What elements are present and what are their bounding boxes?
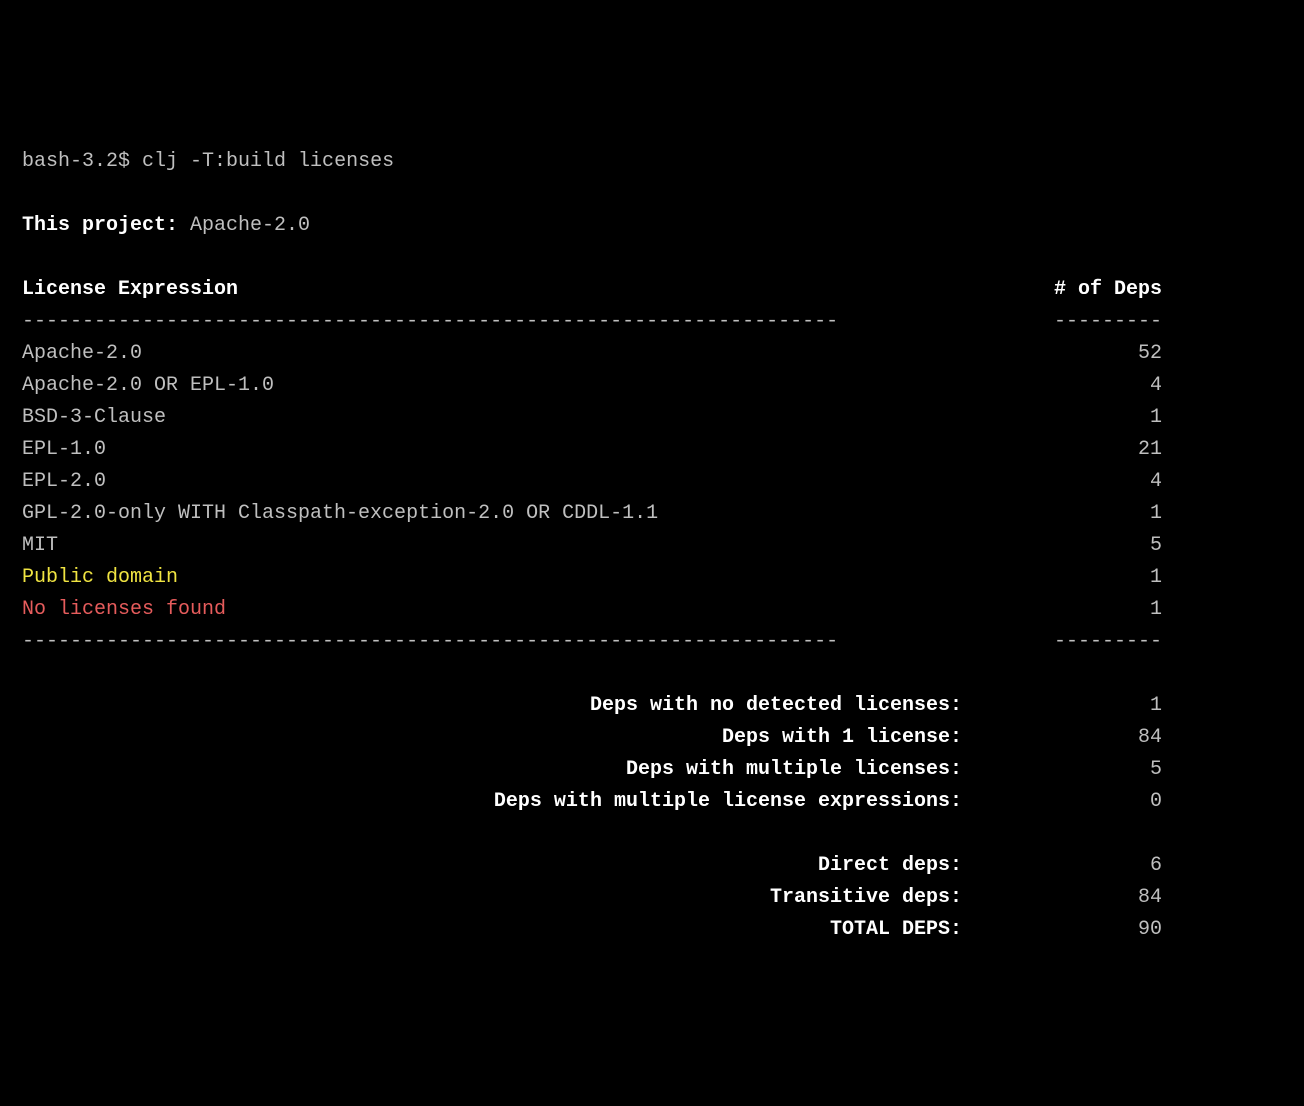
summary-label: Direct deps:: [22, 850, 962, 882]
license-name: No licenses found: [22, 594, 962, 626]
summary-label: TOTAL DEPS:: [22, 914, 962, 946]
license-name: BSD-3-Clause: [22, 402, 962, 434]
summary-value: 84: [962, 722, 1162, 754]
summary-row: Deps with multiple licenses:5: [22, 754, 1282, 786]
license-count: 1: [962, 594, 1162, 626]
summary-value: 5: [962, 754, 1162, 786]
project-license: Apache-2.0: [190, 210, 310, 242]
summary-row: Direct deps:6: [22, 850, 1282, 882]
summary-label: Deps with no detected licenses:: [22, 690, 962, 722]
summary-value: 90: [962, 914, 1162, 946]
rule-left: ----------------------------------------…: [22, 626, 962, 658]
table-header: License Expression# of Deps: [22, 274, 1282, 306]
blank-line: [22, 658, 1282, 690]
table-rule-bottom: ----------------------------------------…: [22, 626, 1282, 658]
shell-prompt: bash-3.2$: [22, 146, 142, 178]
license-count: 1: [962, 402, 1162, 434]
table-row: Apache-2.0 OR EPL-1.04: [22, 370, 1282, 402]
license-name: GPL-2.0-only WITH Classpath-exception-2.…: [22, 498, 962, 530]
summary-value: 1: [962, 690, 1162, 722]
header-col-deps: # of Deps: [962, 274, 1162, 306]
project-label: This project:: [22, 210, 190, 242]
blank-line: [22, 242, 1282, 274]
table-row: GPL-2.0-only WITH Classpath-exception-2.…: [22, 498, 1282, 530]
summary-row: Deps with 1 license:84: [22, 722, 1282, 754]
license-count: 5: [962, 530, 1162, 562]
blank-line: [22, 818, 1282, 850]
license-count: 4: [962, 370, 1162, 402]
summary-value: 84: [962, 882, 1162, 914]
header-col-license: License Expression: [22, 274, 962, 306]
license-name: Apache-2.0: [22, 338, 962, 370]
table-rule-top: ----------------------------------------…: [22, 306, 1282, 338]
table-row: Public domain1: [22, 562, 1282, 594]
blank-line: [22, 178, 1282, 210]
summary-label: Deps with multiple licenses:: [22, 754, 962, 786]
license-name: Apache-2.0 OR EPL-1.0: [22, 370, 962, 402]
table-row: EPL-2.04: [22, 466, 1282, 498]
table-row: EPL-1.021: [22, 434, 1282, 466]
license-name: EPL-1.0: [22, 434, 962, 466]
summary-row: Deps with multiple license expressions:0: [22, 786, 1282, 818]
license-count: 1: [962, 498, 1162, 530]
rule-left: ----------------------------------------…: [22, 306, 962, 338]
table-row: BSD-3-Clause1: [22, 402, 1282, 434]
command-text: clj -T:build licenses: [142, 146, 394, 178]
rule-right: ---------: [962, 626, 1162, 658]
license-count: 21: [962, 434, 1162, 466]
summary-row: Deps with no detected licenses:1: [22, 690, 1282, 722]
rule-right: ---------: [962, 306, 1162, 338]
project-line: This project: Apache-2.0: [22, 210, 1282, 242]
license-count: 1: [962, 562, 1162, 594]
summary-label: Deps with 1 license:: [22, 722, 962, 754]
summary-label: Deps with multiple license expressions:: [22, 786, 962, 818]
license-name: EPL-2.0: [22, 466, 962, 498]
summary-value: 0: [962, 786, 1162, 818]
license-name: Public domain: [22, 562, 962, 594]
table-row: MIT5: [22, 530, 1282, 562]
terminal-output: bash-3.2$ clj -T:build licenses This pro…: [22, 146, 1282, 946]
summary-row: TOTAL DEPS:90: [22, 914, 1282, 946]
table-row: No licenses found1: [22, 594, 1282, 626]
license-count: 52: [962, 338, 1162, 370]
command-line: bash-3.2$ clj -T:build licenses: [22, 146, 1282, 178]
license-count: 4: [962, 466, 1162, 498]
table-row: Apache-2.052: [22, 338, 1282, 370]
summary-row: Transitive deps:84: [22, 882, 1282, 914]
summary-value: 6: [962, 850, 1162, 882]
license-name: MIT: [22, 530, 962, 562]
summary-label: Transitive deps:: [22, 882, 962, 914]
